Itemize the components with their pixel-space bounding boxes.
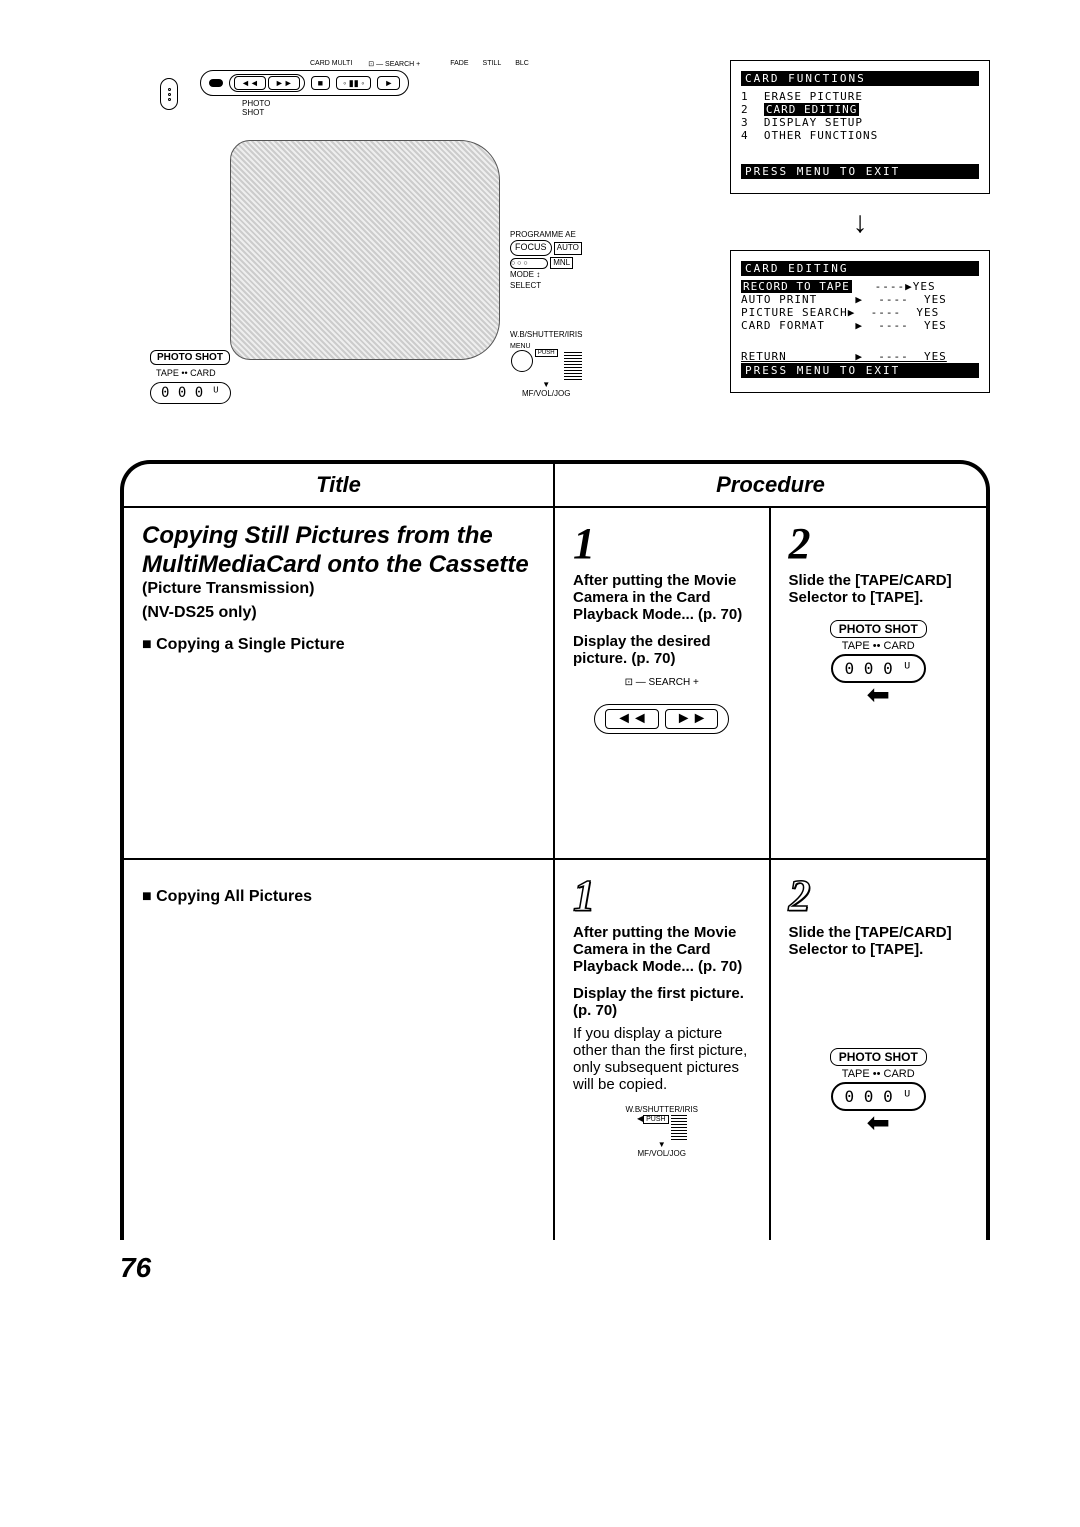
- photoshot-box: PHOTO SHOT: [150, 350, 230, 365]
- rew-ff-group: ◄◄ ►►: [229, 74, 305, 92]
- search-ff-icon: ►►: [665, 709, 719, 729]
- dial-circle-icon: [511, 350, 533, 372]
- title-cell: Copying Still Pictures from the MultiMed…: [124, 508, 555, 858]
- dot-marker-icon: ⬬: [987, 492, 990, 518]
- menu-screens: CARD FUNCTIONS 1 ERASE PICTURE 2 CARD ED…: [730, 60, 990, 405]
- step-1-cell: 1 After putting the Movie Camera in the …: [555, 508, 771, 858]
- title-header: Title: [124, 464, 555, 506]
- procedure-header: Procedure: [555, 464, 986, 506]
- rec-icon: [209, 79, 223, 87]
- tape-card-label: TAPE •• CARD: [156, 368, 216, 378]
- step-2-cell: 2 Slide the [TAPE/CARD] Selector to [TAP…: [771, 508, 987, 858]
- down-arrow-icon: ↓: [730, 206, 990, 240]
- step-1-cell: 1 After putting the Movie Camera in the …: [555, 860, 771, 1240]
- counter-oval: 0 0 0 ᵁ: [150, 382, 231, 404]
- table-header-row: Title Procedure: [124, 464, 986, 508]
- stop-icon: ■: [311, 76, 330, 90]
- side-dots-icon: [160, 78, 178, 110]
- top-diagram: CARD MULTI ⊡ — SEARCH + FADE STILL BLC ◄…: [120, 60, 990, 420]
- card-editing-screen: CARD EDITING RECORD TO TAPE ----▶YES AUT…: [730, 250, 990, 393]
- ff-icon: ►►: [268, 76, 300, 90]
- dial-grid-icon: [564, 350, 582, 380]
- programme-ae-block: PROGRAMME AE FOCUS AUTO ○ ○ ○ MNL MODE ↕…: [510, 230, 582, 291]
- pause-icon: ◦ ▮▮ ◦: [336, 76, 371, 90]
- button-labels: CARD MULTI ⊡ — SEARCH + FADE STILL BLC: [310, 60, 529, 68]
- table-row: ⬬ Copying All Pictures 1 After putting t…: [124, 860, 986, 1240]
- play-icon: ►: [377, 76, 400, 90]
- card-functions-screen: CARD FUNCTIONS 1 ERASE PICTURE 2 CARD ED…: [730, 60, 990, 194]
- tape-card-selector: PHOTO SHOT TAPE •• CARD 0 0 0 ᵁ ⬅: [789, 620, 969, 704]
- left-arrow-icon: ⬅: [789, 687, 969, 704]
- step-2-cell: 2 Slide the [TAPE/CARD] Selector to [TAP…: [771, 860, 987, 1240]
- tape-card-selector: PHOTO SHOT TAPE •• CARD 0 0 0 ᵁ ⬅: [789, 1048, 969, 1132]
- step-number: 2: [789, 522, 969, 566]
- main-title: Copying Still Pictures from the MultiMed…: [142, 522, 529, 578]
- transport-controls: ◄◄ ►► ■ ◦ ▮▮ ◦ ►: [200, 70, 409, 96]
- step-number-outline: 1: [573, 874, 751, 918]
- section-single: Copying a Single Picture: [142, 636, 535, 654]
- mini-dial: W.B/SHUTTER/IRIS ◀PUSH ▼ MF/VOL/JOG: [573, 1105, 751, 1158]
- camera-illustration: [230, 140, 500, 360]
- step-number-outline: 2: [789, 874, 969, 918]
- section-all: Copying All Pictures: [142, 888, 535, 906]
- photo-shot-label: PHOTO SHOT: [242, 100, 529, 118]
- rewind-icon: ◄◄: [234, 76, 266, 90]
- page-number: 76: [120, 1252, 990, 1284]
- menu-dial: W.B/SHUTTER/IRIS MENU PUSH ▼ MF/VOL/JOG: [510, 330, 582, 398]
- dial-grid-icon: [671, 1114, 687, 1140]
- step-number: 1: [573, 522, 751, 566]
- table-row: ⬬ Copying Still Pictures from the MultiM…: [124, 508, 986, 860]
- search-buttons: ◄◄ ►►: [594, 704, 729, 734]
- procedure-table: Title Procedure ⬬ Copying Still Pictures…: [120, 460, 990, 1240]
- search-rew-icon: ◄◄: [605, 709, 659, 729]
- left-arrow-icon: ⬅: [789, 1115, 969, 1132]
- title-cell: Copying All Pictures: [124, 860, 555, 1240]
- dot-marker-icon: ⬬: [987, 844, 990, 870]
